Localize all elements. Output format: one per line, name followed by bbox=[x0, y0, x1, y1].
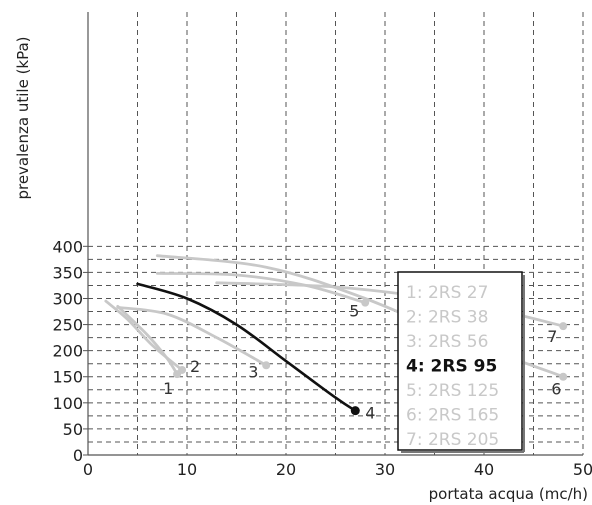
curve-labels: 12 3 5 6 7 4 bbox=[163, 302, 561, 423]
series-label-3: 3 bbox=[248, 362, 258, 381]
tick-labels: 0 10 20 30 40 50 0 50 100 150 200 250 300 350 400 bbox=[52, 237, 592, 479]
x-tick-label: 30 bbox=[375, 460, 395, 479]
x-tick-label: 0 bbox=[83, 460, 93, 479]
series-end-point-7 bbox=[559, 322, 568, 331]
y-tick-label: 350 bbox=[52, 263, 83, 282]
legend-item: 5: 2RS 125 bbox=[406, 381, 499, 401]
series-line-2 bbox=[104, 299, 184, 372]
legend-item: 4: 2RS 95 bbox=[406, 357, 497, 377]
series-line-3 bbox=[116, 306, 268, 367]
y-tick-label: 0 bbox=[73, 446, 83, 465]
legend-item: 6: 2RS 165 bbox=[406, 406, 499, 426]
grid bbox=[88, 12, 584, 455]
series-label-2: 2 bbox=[190, 357, 200, 376]
y-tick-label: 100 bbox=[52, 394, 83, 413]
legend-item: 2: 2RS 38 bbox=[406, 308, 488, 328]
series-line-1 bbox=[116, 304, 179, 376]
series-label-6: 6 bbox=[551, 380, 561, 399]
series-end-point-4 bbox=[350, 406, 360, 416]
y-tick-label: 50 bbox=[63, 420, 83, 439]
y-tick-label: 250 bbox=[52, 316, 83, 335]
x-tick-label: 50 bbox=[573, 460, 592, 479]
series-end-point-3 bbox=[262, 361, 271, 370]
series-end-point-2 bbox=[178, 365, 187, 374]
series-label-5: 5 bbox=[349, 302, 359, 321]
series-label-4: 4 bbox=[365, 404, 375, 423]
y-tick-label: 400 bbox=[52, 237, 83, 256]
legend-item: 7: 2RS 205 bbox=[406, 430, 499, 450]
y-axis-title: prevalenza utile (kPa) bbox=[14, 36, 32, 199]
legend-item: 3: 2RS 56 bbox=[406, 332, 488, 352]
x-tick-label: 20 bbox=[276, 460, 296, 479]
legend-box bbox=[397, 271, 523, 451]
legend-item: 1: 2RS 27 bbox=[406, 283, 488, 303]
legend: 1: 2RS 27 2: 2RS 38 3: 2RS 56 4: 2RS 95 5: 2… bbox=[397, 271, 525, 453]
x-tick-label: 10 bbox=[177, 460, 197, 479]
y-tick-label: 150 bbox=[52, 368, 83, 387]
x-tick-label: 40 bbox=[474, 460, 494, 479]
series-line-4 bbox=[136, 282, 357, 412]
x-axis-title: portata acqua (mc/h) bbox=[429, 485, 588, 503]
series-end-point-6 bbox=[559, 372, 568, 381]
series-line-5 bbox=[155, 272, 367, 305]
y-tick-label: 300 bbox=[52, 289, 83, 308]
series-label-7: 7 bbox=[547, 327, 557, 346]
axes bbox=[87, 12, 583, 456]
y-tick-label: 200 bbox=[52, 342, 83, 361]
series-label-1: 1 bbox=[163, 379, 173, 398]
